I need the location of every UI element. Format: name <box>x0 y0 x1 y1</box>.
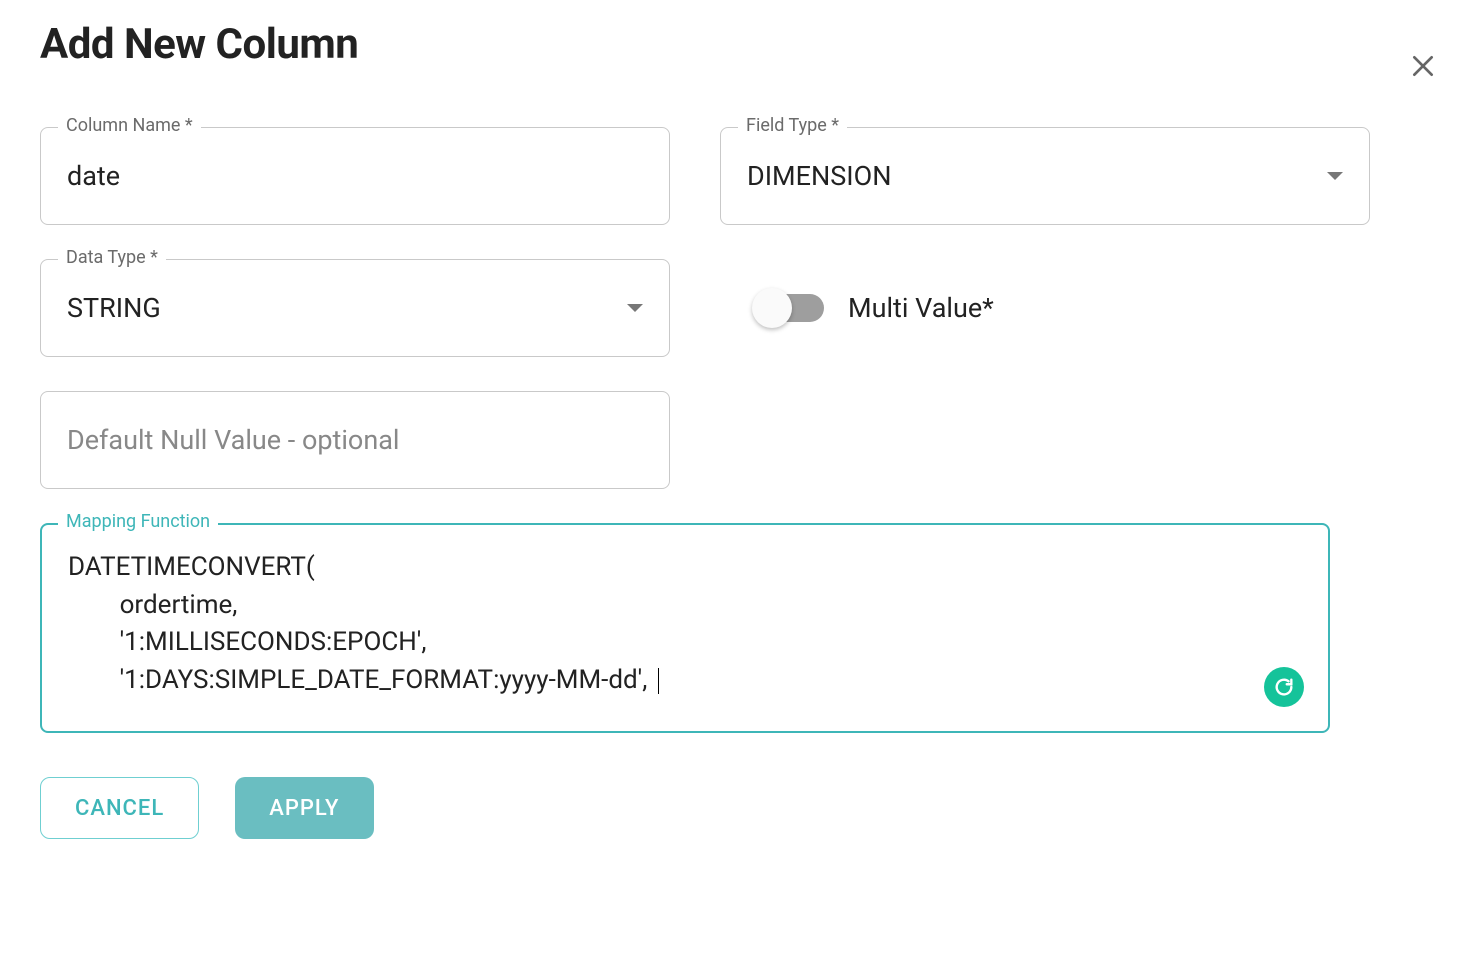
column-name-label: Column Name * <box>58 115 201 136</box>
close-button[interactable] <box>1402 44 1444 92</box>
column-name-input[interactable] <box>40 127 670 225</box>
chevron-down-icon <box>627 304 643 312</box>
data-type-select[interactable]: STRING <box>40 259 670 357</box>
multi-value-label: Multi Value* <box>848 292 994 324</box>
mapping-function-wrap: Mapping Function DATETIMECONVERT( ordert… <box>40 523 1330 733</box>
multi-value-toggle[interactable] <box>758 294 824 322</box>
form-row-1: Column Name * Field Type * DIMENSION <box>40 127 1444 225</box>
mapping-function-text: DATETIMECONVERT( ordertime, '1:MILLISECO… <box>68 552 654 695</box>
default-null-field-wrap <box>40 391 670 489</box>
toggle-thumb <box>752 288 792 328</box>
field-type-select[interactable]: DIMENSION <box>720 127 1370 225</box>
form-row-3 <box>40 391 1444 489</box>
mapping-function-input[interactable]: DATETIMECONVERT( ordertime, '1:MILLISECO… <box>40 523 1330 733</box>
form-row-2: Data Type * STRING Multi Value* <box>40 259 1444 357</box>
grammarly-icon <box>1264 667 1304 707</box>
data-type-value: STRING <box>67 292 161 324</box>
apply-button[interactable]: APPLY <box>235 777 373 839</box>
close-icon <box>1410 53 1436 79</box>
column-name-field-wrap: Column Name * <box>40 127 670 225</box>
data-type-label: Data Type * <box>58 247 166 268</box>
default-null-input[interactable] <box>40 391 670 489</box>
multi-value-group: Multi Value* <box>758 292 994 324</box>
chevron-down-icon <box>1327 172 1343 180</box>
cancel-button[interactable]: CANCEL <box>40 777 199 839</box>
dialog-header: Add New Column <box>40 20 1444 92</box>
button-row: CANCEL APPLY <box>40 777 1444 839</box>
field-type-field-wrap: Field Type * DIMENSION <box>720 127 1370 225</box>
field-type-value: DIMENSION <box>747 160 891 192</box>
text-cursor <box>658 668 659 694</box>
field-type-label: Field Type * <box>738 115 847 136</box>
data-type-field-wrap: Data Type * STRING <box>40 259 670 357</box>
dialog-title: Add New Column <box>40 20 358 69</box>
mapping-function-label: Mapping Function <box>58 511 218 532</box>
